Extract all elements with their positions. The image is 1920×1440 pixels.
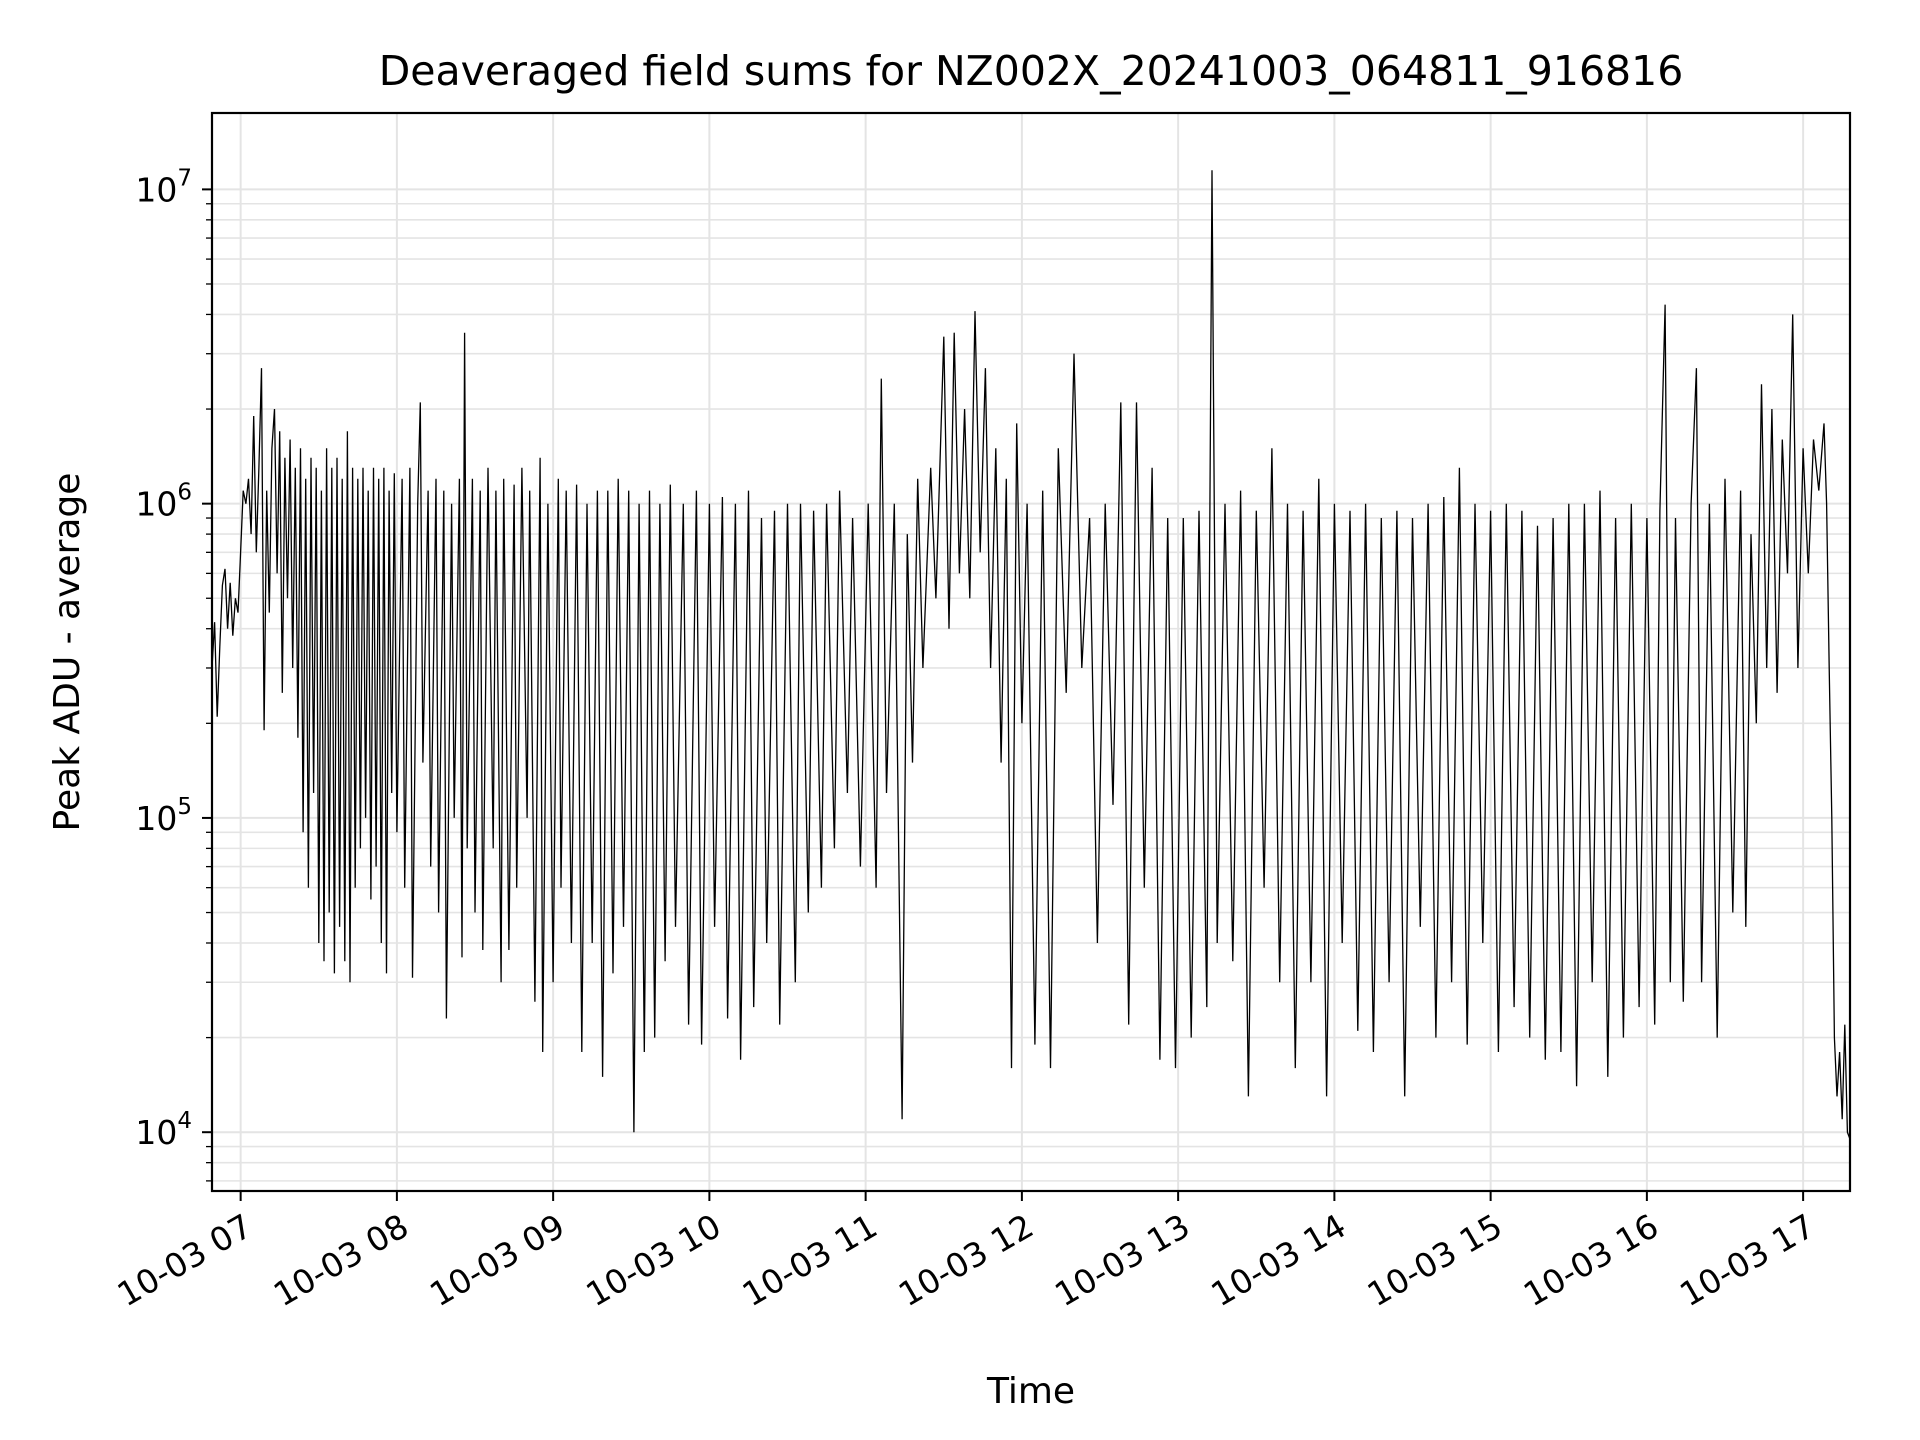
plot-frame <box>210 111 1852 1193</box>
y-tick-label: 104 <box>135 1108 192 1152</box>
series-line <box>211 170 1851 1140</box>
chart-title: Deaveraged field sums for NZ002X_2024100… <box>379 47 1684 95</box>
y-tick-label: 107 <box>135 165 192 209</box>
data-layer <box>211 170 1851 1140</box>
grid-layer <box>212 113 1850 1191</box>
x-axis-label: Time <box>986 1371 1075 1412</box>
y-axis-label: Peak ADU - average <box>47 473 88 832</box>
y-tick-label: 105 <box>135 794 192 838</box>
y-tick-label: 106 <box>135 480 192 524</box>
